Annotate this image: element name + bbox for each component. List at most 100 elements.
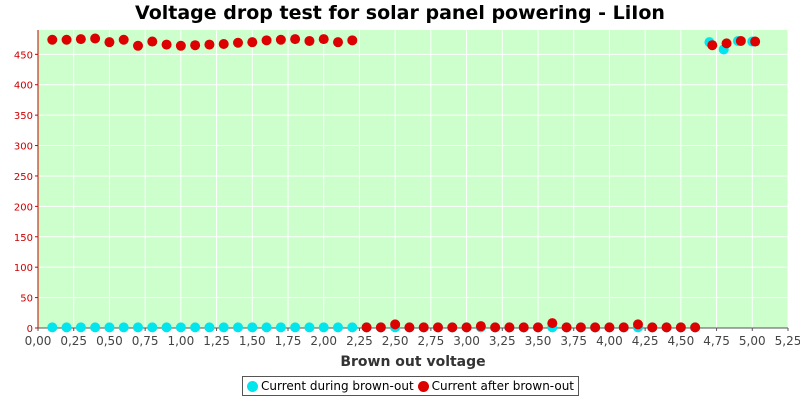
y-tick-label: 100 — [14, 263, 33, 274]
data-point — [104, 37, 115, 48]
y-tick-label: 300 — [14, 142, 33, 153]
data-point — [133, 322, 143, 333]
data-point — [461, 322, 472, 333]
x-tick-label: 4,50 — [667, 334, 694, 348]
data-point — [347, 35, 358, 46]
data-point — [261, 322, 272, 333]
data-point — [175, 322, 186, 333]
data-point — [661, 322, 672, 333]
x-tick-label: 1,50 — [239, 334, 266, 348]
data-point — [104, 322, 115, 333]
x-tick-label: 0,75 — [132, 334, 159, 348]
data-point — [47, 34, 58, 45]
data-point — [233, 322, 243, 333]
data-point — [447, 322, 458, 333]
data-point — [147, 322, 158, 333]
data-point — [590, 322, 601, 333]
data-point — [247, 37, 258, 48]
x-tick-label: 1,00 — [167, 334, 194, 348]
data-point — [547, 318, 558, 329]
data-point — [721, 38, 732, 49]
y-tick-label: 0 — [27, 324, 33, 335]
data-point — [304, 35, 315, 46]
data-point — [118, 322, 129, 333]
data-point — [275, 322, 286, 333]
legend-item-during: Current during brown-out — [247, 379, 414, 393]
data-point — [204, 322, 215, 333]
data-point — [61, 322, 72, 333]
data-point — [90, 322, 101, 333]
data-point — [404, 322, 415, 333]
data-point — [133, 40, 143, 51]
data-point — [647, 322, 658, 333]
data-point — [247, 322, 258, 333]
data-point — [390, 319, 401, 330]
data-point — [290, 34, 301, 45]
chart-legend: Current during brown-out Current after b… — [242, 376, 580, 396]
data-point — [161, 39, 172, 50]
data-point — [61, 34, 72, 45]
data-point — [147, 36, 158, 47]
data-point — [361, 322, 372, 333]
plot-area — [38, 30, 788, 328]
x-tick-label: 1,25 — [203, 334, 230, 348]
y-tick-label: 450 — [14, 50, 33, 61]
data-point — [75, 34, 86, 45]
y-tick-label: 400 — [14, 81, 33, 92]
data-point — [233, 37, 243, 48]
data-point — [690, 322, 701, 333]
data-point — [75, 322, 86, 333]
data-point — [475, 321, 486, 332]
legend-swatch-after — [417, 380, 429, 392]
data-point — [318, 322, 329, 333]
data-point — [575, 322, 586, 333]
x-tick-label: 0,25 — [60, 334, 87, 348]
data-point — [261, 35, 272, 46]
x-tick-label: 0,50 — [96, 334, 123, 348]
data-point — [675, 322, 686, 333]
data-point — [118, 34, 129, 45]
data-point — [561, 322, 572, 333]
y-tick-label: 200 — [14, 202, 33, 213]
x-tick-label: 3,75 — [560, 334, 587, 348]
data-point — [735, 35, 746, 46]
x-tick-label: 2,00 — [310, 334, 337, 348]
data-point — [347, 322, 358, 333]
data-point — [290, 322, 301, 333]
data-point — [618, 322, 629, 333]
x-tick-label: 3,00 — [453, 334, 480, 348]
data-point — [218, 38, 229, 49]
data-point — [333, 322, 343, 333]
data-point — [218, 322, 229, 333]
legend-label-during: Current during brown-out — [261, 379, 414, 393]
x-tick-label: 1,75 — [275, 334, 302, 348]
data-point — [275, 34, 286, 45]
data-point — [518, 322, 529, 333]
x-tick-label: 5,00 — [739, 334, 766, 348]
legend-label-after: Current after brown-out — [431, 379, 575, 393]
data-point — [47, 322, 58, 333]
x-tick-label: 2,50 — [382, 334, 409, 348]
data-point — [304, 322, 315, 333]
legend-item-after: Current after brown-out — [417, 379, 575, 393]
data-point — [633, 319, 643, 330]
data-point — [707, 40, 718, 51]
data-point — [333, 37, 343, 48]
x-tick-label: 4,00 — [596, 334, 623, 348]
x-tick-label: 3,25 — [489, 334, 516, 348]
data-point — [190, 40, 201, 51]
series-after — [47, 33, 761, 333]
x-tick-label: 2,25 — [346, 334, 373, 348]
data-point — [433, 322, 443, 333]
data-point — [318, 34, 329, 45]
x-tick-label: 0,00 — [25, 334, 52, 348]
data-point — [90, 33, 101, 44]
x-tick-label: 4,25 — [632, 334, 659, 348]
data-point — [533, 322, 543, 333]
data-point — [418, 322, 429, 333]
x-tick-label: 2,75 — [417, 334, 444, 348]
data-point — [604, 322, 615, 333]
legend-swatch-during — [247, 380, 258, 392]
data-point — [175, 40, 186, 51]
